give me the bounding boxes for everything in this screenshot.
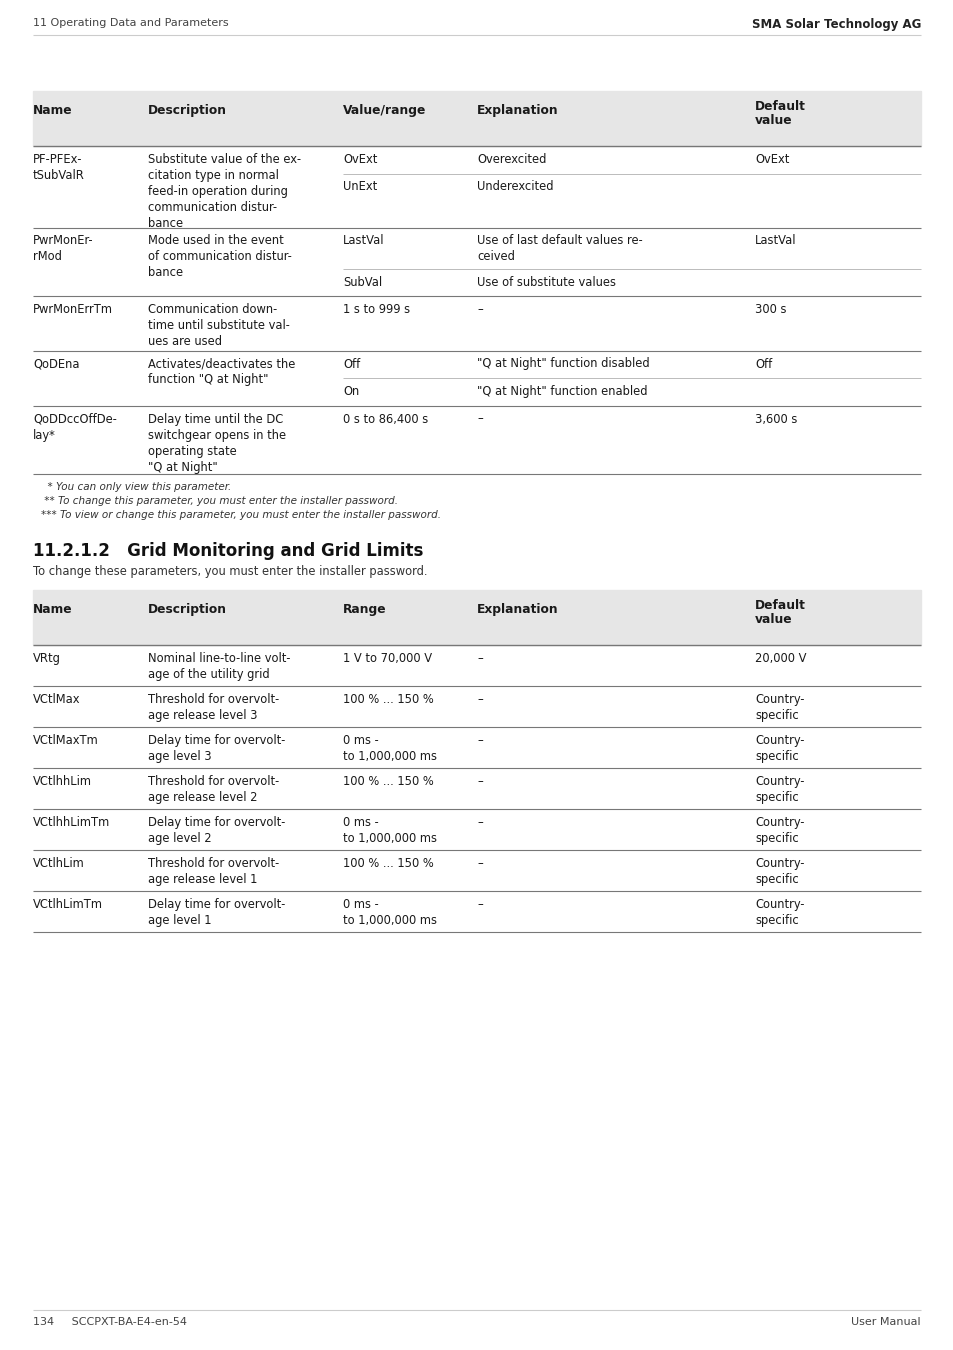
Text: "Q at Night" function enabled: "Q at Night" function enabled: [476, 385, 647, 398]
Text: VCtlhhLim: VCtlhhLim: [33, 775, 91, 788]
Text: value: value: [754, 113, 792, 127]
Text: Communication down-
time until substitute val-
ues are used: Communication down- time until substitut…: [148, 302, 290, 348]
Text: QoDEna: QoDEna: [33, 358, 79, 370]
Text: Activates/deactivates the
function "Q at Night": Activates/deactivates the function "Q at…: [148, 358, 295, 386]
Text: 134     SCCPXT-BA-E4-en-54: 134 SCCPXT-BA-E4-en-54: [33, 1318, 187, 1327]
Text: 3,600 s: 3,600 s: [754, 413, 797, 425]
Text: User Manual: User Manual: [850, 1318, 920, 1327]
Text: Country-
specific: Country- specific: [754, 817, 803, 845]
Text: Off: Off: [343, 358, 360, 370]
Text: OvExt: OvExt: [754, 153, 788, 166]
Text: VCtlhLimTm: VCtlhLimTm: [33, 898, 103, 911]
Text: Name: Name: [33, 603, 72, 616]
Text: Nominal line-to-line volt-
age of the utility grid: Nominal line-to-line volt- age of the ut…: [148, 652, 291, 682]
Text: Country-
specific: Country- specific: [754, 693, 803, 722]
Text: Delay time until the DC
switchgear opens in the
operating state
"Q at Night": Delay time until the DC switchgear opens…: [148, 413, 286, 474]
Text: 0 ms -
to 1,000,000 ms: 0 ms - to 1,000,000 ms: [343, 734, 436, 763]
Text: Default: Default: [754, 100, 805, 113]
Text: Country-
specific: Country- specific: [754, 857, 803, 886]
Text: *** To view or change this parameter, you must enter the installer password.: *** To view or change this parameter, yo…: [41, 509, 440, 520]
Text: –: –: [476, 693, 482, 706]
Text: Default: Default: [754, 599, 805, 612]
Text: PF-PFEx-
tSubValR: PF-PFEx- tSubValR: [33, 153, 85, 182]
Text: 1 V to 70,000 V: 1 V to 70,000 V: [343, 652, 432, 666]
Text: 11 Operating Data and Parameters: 11 Operating Data and Parameters: [33, 18, 229, 28]
Text: Delay time for overvolt-
age level 2: Delay time for overvolt- age level 2: [148, 817, 285, 845]
Text: Threshold for overvolt-
age release level 3: Threshold for overvolt- age release leve…: [148, 693, 279, 722]
Text: –: –: [476, 652, 482, 666]
Text: Delay time for overvolt-
age level 3: Delay time for overvolt- age level 3: [148, 734, 285, 763]
Text: Overexcited: Overexcited: [476, 153, 546, 166]
Text: Substitute value of the ex-
citation type in normal
feed-in operation during
com: Substitute value of the ex- citation typ…: [148, 153, 301, 230]
Text: Underexcited: Underexcited: [476, 181, 553, 193]
Text: SubVal: SubVal: [343, 275, 382, 289]
Text: –: –: [476, 857, 482, 871]
Text: Threshold for overvolt-
age release level 2: Threshold for overvolt- age release leve…: [148, 775, 279, 805]
Text: Mode used in the event
of communication distur-
bance: Mode used in the event of communication …: [148, 235, 292, 279]
Text: Off: Off: [754, 358, 771, 370]
Text: 0 ms -
to 1,000,000 ms: 0 ms - to 1,000,000 ms: [343, 898, 436, 927]
Text: 100 % ... 150 %: 100 % ... 150 %: [343, 693, 434, 706]
Text: "Q at Night" function disabled: "Q at Night" function disabled: [476, 358, 649, 370]
Text: –: –: [476, 898, 482, 911]
Text: –: –: [476, 734, 482, 747]
Text: Use of substitute values: Use of substitute values: [476, 275, 616, 289]
Text: Threshold for overvolt-
age release level 1: Threshold for overvolt- age release leve…: [148, 857, 279, 886]
Text: Description: Description: [148, 104, 227, 117]
Text: Name: Name: [33, 104, 72, 117]
Text: 11.2.1.2   Grid Monitoring and Grid Limits: 11.2.1.2 Grid Monitoring and Grid Limits: [33, 541, 423, 559]
Text: 0 s to 86,400 s: 0 s to 86,400 s: [343, 413, 428, 425]
Text: –: –: [476, 817, 482, 829]
Text: VCtlhhLimTm: VCtlhhLimTm: [33, 817, 111, 829]
Text: Country-
specific: Country- specific: [754, 775, 803, 805]
Text: 100 % ... 150 %: 100 % ... 150 %: [343, 857, 434, 871]
Text: On: On: [343, 385, 359, 398]
Text: 100 % ... 150 %: 100 % ... 150 %: [343, 775, 434, 788]
Text: * You can only view this parameter.: * You can only view this parameter.: [41, 482, 231, 491]
Text: VCtlMaxTm: VCtlMaxTm: [33, 734, 99, 747]
Text: SMA Solar Technology AG: SMA Solar Technology AG: [751, 18, 920, 31]
Text: VRtg: VRtg: [33, 652, 61, 666]
Text: Description: Description: [148, 603, 227, 616]
Text: Explanation: Explanation: [476, 104, 558, 117]
Text: 20,000 V: 20,000 V: [754, 652, 805, 666]
Text: LastVal: LastVal: [343, 235, 384, 247]
Text: OvExt: OvExt: [343, 153, 377, 166]
Text: PwrMonEr-
rMod: PwrMonEr- rMod: [33, 235, 93, 263]
Text: Delay time for overvolt-
age level 1: Delay time for overvolt- age level 1: [148, 898, 285, 927]
Text: 1 s to 999 s: 1 s to 999 s: [343, 302, 410, 316]
Text: VCtlhLim: VCtlhLim: [33, 857, 85, 871]
Text: –: –: [476, 775, 482, 788]
Bar: [33, 590, 920, 645]
Text: Country-
specific: Country- specific: [754, 898, 803, 927]
Text: Range: Range: [343, 603, 386, 616]
Text: QoDDccOffDe-
lay*: QoDDccOffDe- lay*: [33, 413, 117, 441]
Text: Use of last default values re-
ceived: Use of last default values re- ceived: [476, 235, 642, 263]
Text: –: –: [476, 302, 482, 316]
Bar: [33, 90, 920, 146]
Text: LastVal: LastVal: [754, 235, 796, 247]
Text: 0 ms -
to 1,000,000 ms: 0 ms - to 1,000,000 ms: [343, 817, 436, 845]
Text: UnExt: UnExt: [343, 181, 376, 193]
Text: To change these parameters, you must enter the installer password.: To change these parameters, you must ent…: [33, 564, 427, 578]
Text: PwrMonErrTm: PwrMonErrTm: [33, 302, 112, 316]
Text: Country-
specific: Country- specific: [754, 734, 803, 763]
Text: value: value: [754, 613, 792, 625]
Text: 300 s: 300 s: [754, 302, 785, 316]
Text: Value/range: Value/range: [343, 104, 426, 117]
Text: –: –: [476, 413, 482, 425]
Text: VCtlMax: VCtlMax: [33, 693, 80, 706]
Text: Explanation: Explanation: [476, 603, 558, 616]
Text: ** To change this parameter, you must enter the installer password.: ** To change this parameter, you must en…: [41, 495, 397, 505]
